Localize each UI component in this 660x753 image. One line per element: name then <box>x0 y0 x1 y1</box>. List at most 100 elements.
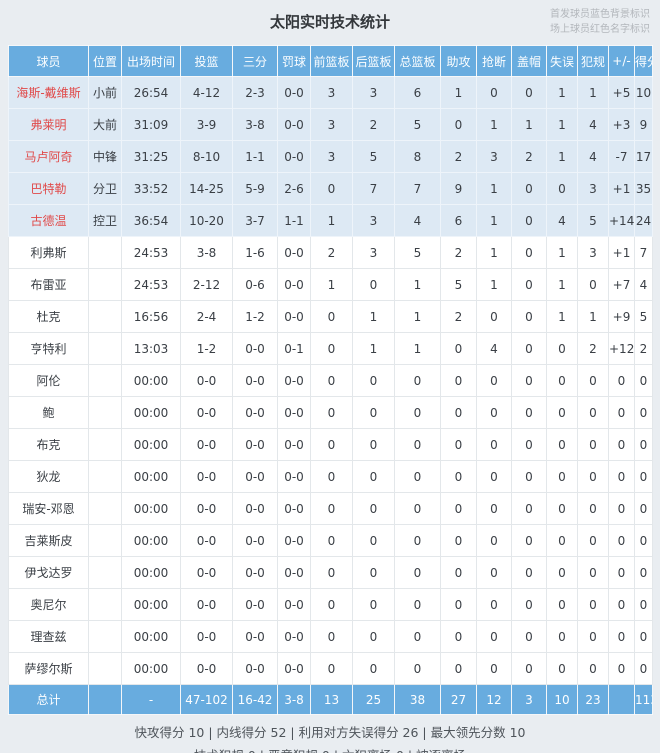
stat-cell-fg: 14-25 <box>180 172 233 205</box>
stat-cell-pts: 9 <box>634 108 653 141</box>
player-name-cell: 亨特利 <box>8 332 89 365</box>
stat-cell-fg: 0-0 <box>180 652 233 685</box>
stat-cell-blk: 0 <box>511 492 547 525</box>
player-name-cell: 海斯-戴维斯 <box>8 76 89 109</box>
table-row: 海斯-戴维斯 小前 26:54 4-12 2-3 0-0 3 3 6 1 0 0 1 1 +5 10 <box>8 76 653 109</box>
stat-cell-tp: 0-0 <box>232 460 278 493</box>
table-row: 布雷亚 24:53 2-12 0-6 0-0 1 0 1 5 1 0 1 0 +7 4 <box>8 268 653 301</box>
stat-cell-pf: 1 <box>577 300 609 333</box>
stat-cell-time: 00:00 <box>121 556 181 589</box>
stat-cell-fg: 47-102 <box>180 684 233 715</box>
column-header: 助攻 <box>440 45 477 77</box>
stat-cell-ft: 0-0 <box>277 652 311 685</box>
stat-cell-fg: 0-0 <box>180 364 233 397</box>
stat-cell-drb: 0 <box>352 556 395 589</box>
stat-cell-ft: 0-0 <box>277 140 311 173</box>
stat-cell-pos <box>88 652 122 685</box>
stat-cell-to: 0 <box>546 332 578 365</box>
stat-cell-pm: +1 <box>608 236 635 269</box>
stat-cell-pf: 3 <box>577 172 609 205</box>
column-header: 犯规 <box>577 45 609 77</box>
stat-cell-pf: 0 <box>577 588 609 621</box>
stat-cell-fg: 10-20 <box>180 204 233 237</box>
legend: 首发球员蓝色背景标识 场上球员红色名字标识 <box>550 7 650 37</box>
stat-cell-ft: 0-0 <box>277 300 311 333</box>
table-row: 利弗斯 24:53 3-8 1-6 0-0 2 3 5 2 1 0 1 3 +1 7 <box>8 236 653 269</box>
stat-cell-pts: 5 <box>634 300 653 333</box>
stat-cell-stl: 1 <box>476 204 512 237</box>
stat-cell-to: 0 <box>546 428 578 461</box>
stat-cell-time: 31:09 <box>121 108 181 141</box>
stat-cell-pos <box>88 684 122 715</box>
table-row: 狄龙 00:00 0-0 0-0 0-0 0 0 0 0 0 0 0 0 0 0 <box>8 460 653 493</box>
table-row: 亨特利 13:03 1-2 0-0 0-1 0 1 1 0 4 0 0 2 +12 2 <box>8 332 653 365</box>
stat-cell-pm: +1 <box>608 172 635 205</box>
stat-cell-trb: 0 <box>394 652 441 685</box>
stat-cell-tp: 0-0 <box>232 364 278 397</box>
stat-cell-trb: 0 <box>394 492 441 525</box>
stat-cell-pts: 0 <box>634 652 653 685</box>
stat-cell-blk: 0 <box>511 396 547 429</box>
stat-cell-time: 00:00 <box>121 428 181 461</box>
stat-cell-pos <box>88 332 122 365</box>
stat-cell-pos <box>88 620 122 653</box>
column-header: 后篮板 <box>352 45 395 77</box>
stat-cell-blk: 0 <box>511 332 547 365</box>
stat-cell-blk: 0 <box>511 204 547 237</box>
player-name-cell: 布克 <box>8 428 89 461</box>
stat-cell-ft: 0-0 <box>277 364 311 397</box>
stat-cell-to: 0 <box>546 556 578 589</box>
stat-cell-drb: 7 <box>352 172 395 205</box>
column-header: +/- <box>608 45 635 77</box>
stat-cell-to: 0 <box>546 364 578 397</box>
stat-cell-blk: 0 <box>511 172 547 205</box>
stat-cell-pf: 0 <box>577 460 609 493</box>
stat-cell-time: 33:52 <box>121 172 181 205</box>
stat-cell-pts: 0 <box>634 428 653 461</box>
stat-cell-time: 13:03 <box>121 332 181 365</box>
stat-cell-orb: 0 <box>310 588 353 621</box>
stat-cell-blk: 0 <box>511 556 547 589</box>
stat-cell-drb: 0 <box>352 460 395 493</box>
stat-cell-trb: 1 <box>394 332 441 365</box>
stat-cell-drb: 3 <box>352 76 395 109</box>
stat-cell-drb: 0 <box>352 524 395 557</box>
legend-starter-note: 首发球员蓝色背景标识 <box>550 9 650 20</box>
stat-cell-time: 00:00 <box>121 588 181 621</box>
stat-cell-to: 1 <box>546 140 578 173</box>
stat-cell-tp: 0-0 <box>232 620 278 653</box>
stat-cell-stl: 0 <box>476 364 512 397</box>
stat-cell-trb: 0 <box>394 524 441 557</box>
stat-cell-fg: 2-12 <box>180 268 233 301</box>
stat-cell-pf: 2 <box>577 332 609 365</box>
stat-cell-ast: 6 <box>440 204 477 237</box>
stat-cell-stl: 1 <box>476 108 512 141</box>
stat-cell-time: 00:00 <box>121 524 181 557</box>
stat-cell-ast: 2 <box>440 236 477 269</box>
stat-cell-tp: 0-0 <box>232 556 278 589</box>
stat-cell-tp: 0-0 <box>232 428 278 461</box>
stat-cell-trb: 0 <box>394 620 441 653</box>
stat-cell-trb: 6 <box>394 76 441 109</box>
stat-cell-ast: 9 <box>440 172 477 205</box>
stat-cell-tp: 16-42 <box>232 684 278 715</box>
legend-oncourt-note: 场上球员红色名字标识 <box>550 24 650 35</box>
stat-cell-ast: 1 <box>440 76 477 109</box>
stat-cell-tp: 3-7 <box>232 204 278 237</box>
stat-cell-ft: 2-6 <box>277 172 311 205</box>
stat-cell-ft: 1-1 <box>277 204 311 237</box>
stat-cell-pm: +5 <box>608 76 635 109</box>
stat-cell-fg: 1-2 <box>180 332 233 365</box>
stat-cell-ast: 5 <box>440 268 477 301</box>
stat-cell-orb: 0 <box>310 428 353 461</box>
table-row: 奥尼尔 00:00 0-0 0-0 0-0 0 0 0 0 0 0 0 0 0 0 <box>8 588 653 621</box>
stat-cell-fg: 0-0 <box>180 524 233 557</box>
stat-cell-drb: 0 <box>352 652 395 685</box>
stat-cell-to: 0 <box>546 524 578 557</box>
stat-cell-orb: 3 <box>310 108 353 141</box>
stat-cell-time: 36:54 <box>121 204 181 237</box>
table-row: 弗莱明 大前 31:09 3-9 3-8 0-0 3 2 5 0 1 1 1 4 +3 9 <box>8 108 653 141</box>
stat-cell-pts: 113 <box>634 684 653 715</box>
stat-cell-orb: 0 <box>310 172 353 205</box>
stat-cell-stl: 3 <box>476 140 512 173</box>
